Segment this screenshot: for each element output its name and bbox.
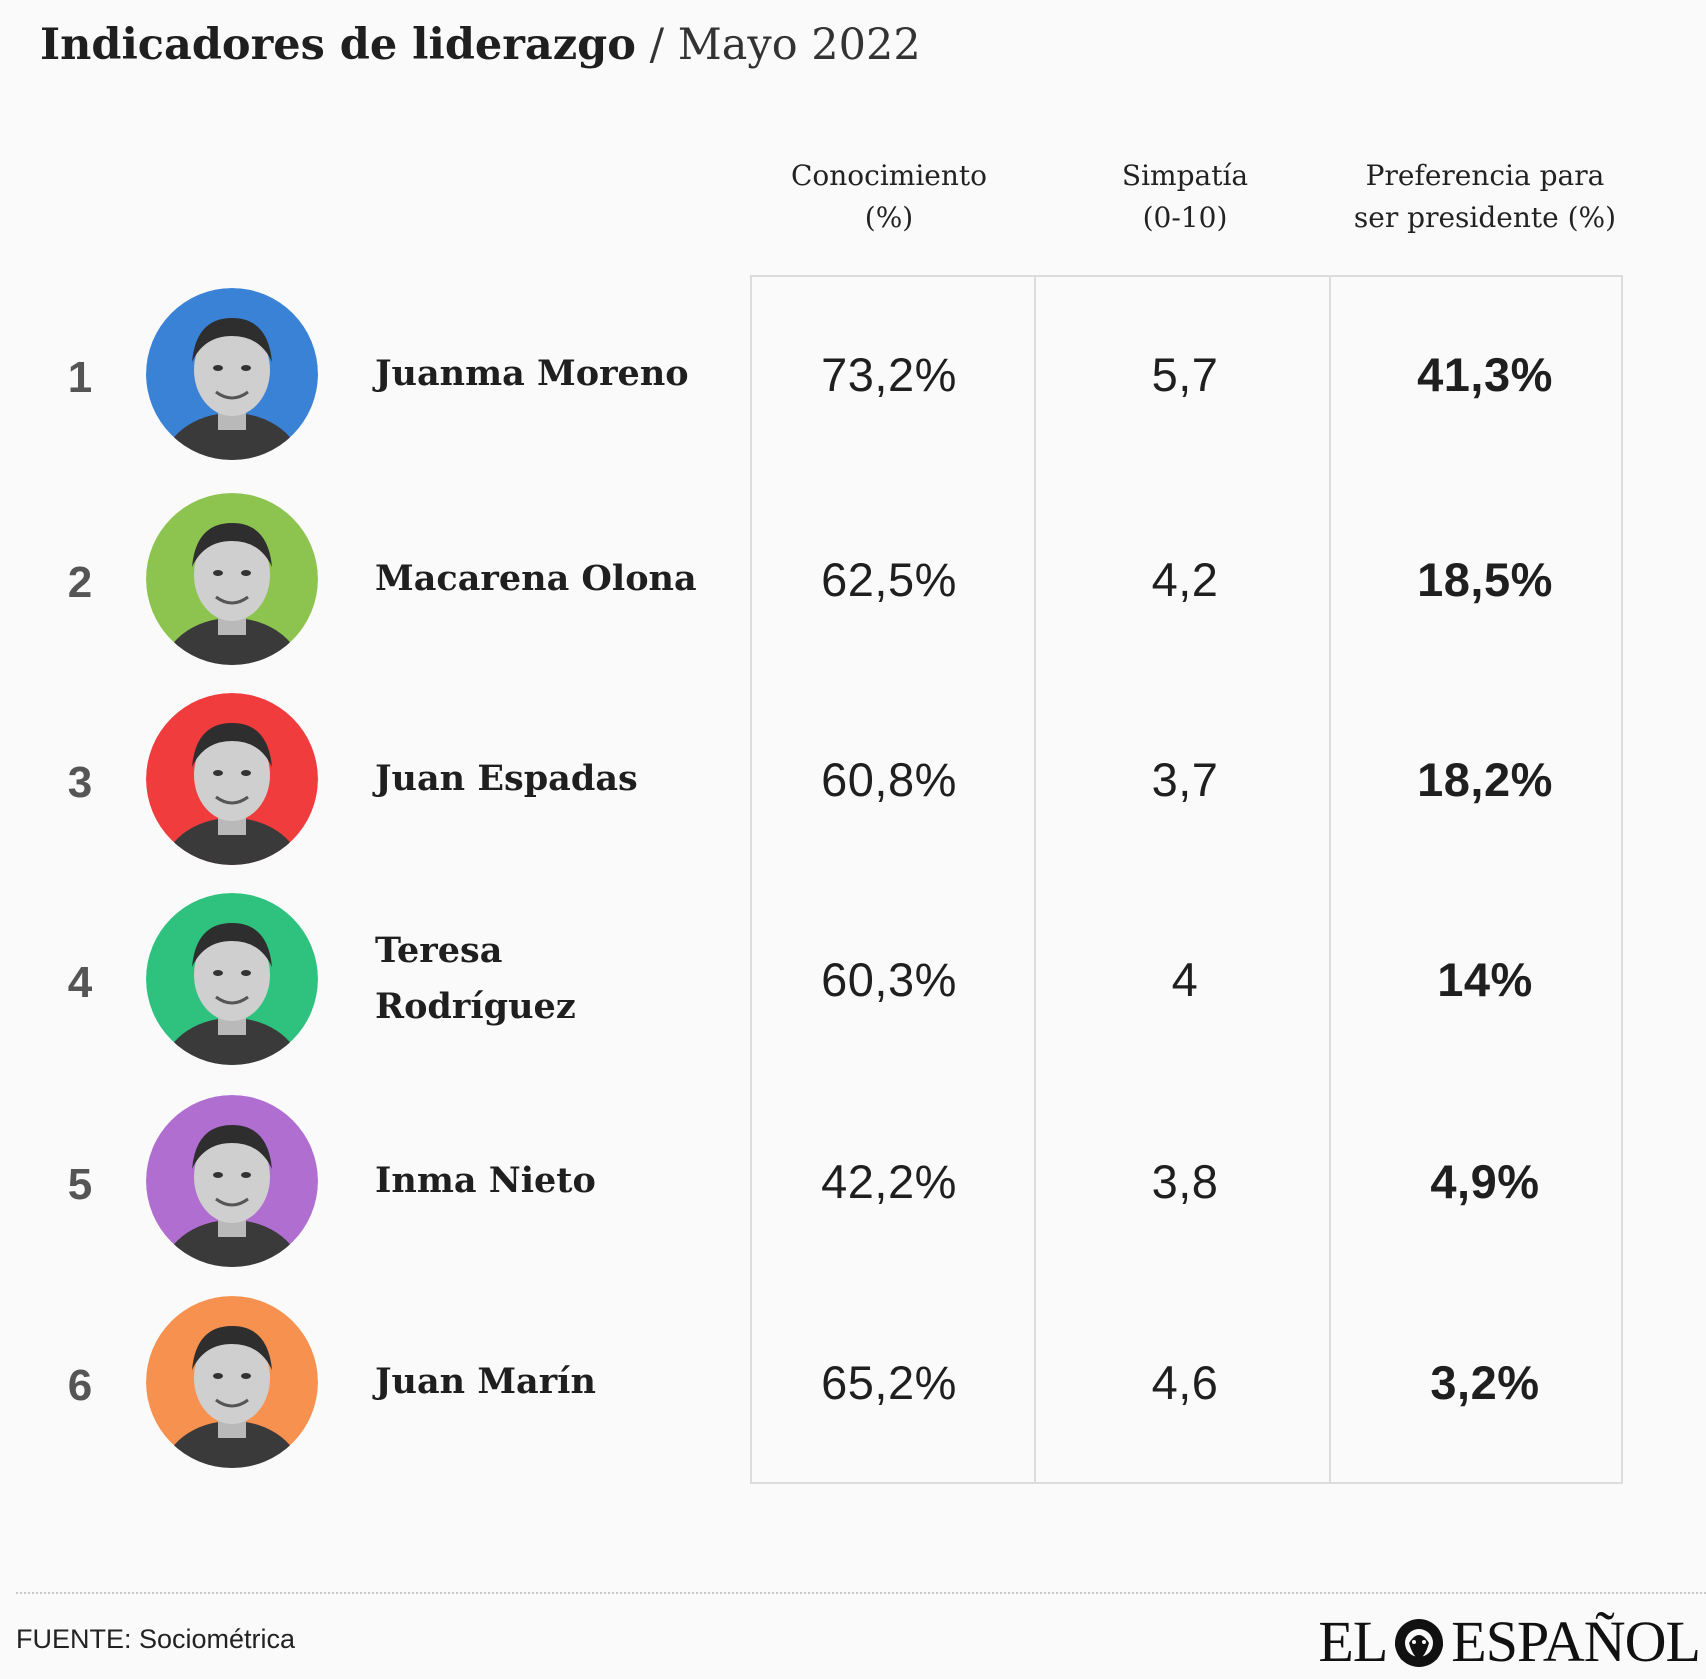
leader-name: Juan Espadas — [375, 758, 638, 799]
portrait-icon — [146, 693, 318, 865]
portrait-icon — [146, 1296, 318, 1468]
logo-text-espanol: ESPAÑOL — [1451, 1608, 1701, 1674]
preferencia-value: 18,5% — [1417, 552, 1553, 606]
data-table-frame — [750, 275, 1623, 1484]
title-separator: / — [635, 20, 678, 70]
simpatia-value: 5,7 — [1151, 347, 1219, 401]
rank-number: 5 — [67, 1160, 93, 1209]
conocimiento-value: 42,2% — [821, 1154, 957, 1208]
portrait-icon — [146, 1095, 318, 1267]
portrait-icon — [146, 288, 318, 460]
conocimiento-value: 60,3% — [821, 952, 957, 1006]
rank-number: 6 — [67, 1361, 93, 1410]
preferencia-value: 41,3% — [1417, 347, 1553, 401]
header-conocimiento-line2: (%) — [864, 201, 914, 234]
header-preferencia: Preferencia para ser presidente (%) — [1340, 155, 1630, 239]
leader-name: Macarena Olona — [375, 558, 697, 599]
header-preferencia-line2: ser presidente (%) — [1353, 201, 1617, 234]
simpatia-value: 3,7 — [1151, 752, 1219, 806]
simpatia-value: 4 — [1171, 952, 1199, 1006]
avatar — [146, 1095, 318, 1267]
lion-icon — [1391, 1613, 1447, 1669]
rank-number: 1 — [67, 353, 93, 402]
portrait-icon — [146, 893, 318, 1065]
leader-name: Teresa Rodríguez — [375, 930, 576, 1027]
avatar — [146, 493, 318, 665]
avatar — [146, 693, 318, 865]
conocimiento-value: 62,5% — [821, 552, 957, 606]
header-conocimiento: Conocimiento (%) — [744, 155, 1034, 239]
conocimiento-value: 73,2% — [821, 347, 957, 401]
header-simpatia-line2: (0-10) — [1142, 201, 1228, 234]
leader-row: 1 Juanma Moreno 73,2% 5,7 41,3% — [0, 288, 1706, 468]
simpatia-value: 4,6 — [1151, 1355, 1219, 1409]
simpatia-value: 4,2 — [1151, 552, 1219, 606]
rank-number: 2 — [67, 558, 93, 607]
conocimiento-value: 60,8% — [821, 752, 957, 806]
leader-row: 4 Teresa Rodríguez 60,3% 4 14% — [0, 893, 1706, 1073]
chart-title: Indicadores de liderazgo / Mayo 2022 — [40, 14, 921, 76]
title-main: Indicadores de liderazgo — [40, 20, 636, 70]
leader-row: 3 Juan Espadas 60,8% 3,7 18,2% — [0, 693, 1706, 873]
header-conocimiento-line1: Conocimiento — [790, 159, 988, 192]
avatar — [146, 1296, 318, 1468]
portrait-icon — [146, 493, 318, 665]
conocimiento-value: 65,2% — [821, 1355, 957, 1409]
leader-name: Inma Nieto — [375, 1160, 596, 1201]
header-preferencia-line1: Preferencia para — [1365, 159, 1605, 192]
preferencia-value: 14% — [1437, 952, 1533, 1006]
avatar — [146, 288, 318, 460]
leader-row: 6 Juan Marín 65,2% 4,6 3,2% — [0, 1296, 1706, 1476]
column-divider — [1329, 277, 1331, 1482]
leader-name: Juan Marín — [375, 1361, 596, 1402]
simpatia-value: 3,8 — [1151, 1154, 1219, 1208]
preferencia-value: 4,9% — [1430, 1154, 1540, 1208]
rank-number: 3 — [67, 758, 93, 807]
leader-name: Juanma Moreno — [375, 353, 689, 394]
title-date: Mayo 2022 — [677, 20, 921, 70]
avatar — [146, 893, 318, 1065]
header-simpatia: Simpatía (0-10) — [1040, 155, 1330, 239]
preferencia-value: 3,2% — [1430, 1355, 1540, 1409]
rank-number: 4 — [67, 958, 93, 1007]
footer-divider — [16, 1592, 1706, 1594]
el-espanol-logo: EL ESPAÑOL — [1318, 1606, 1701, 1676]
source-note: FUENTE: Sociométrica — [16, 1624, 296, 1654]
logo-text-el: EL — [1318, 1608, 1388, 1674]
leader-row: 5 Inma Nieto 42,2% 3,8 4,9% — [0, 1095, 1706, 1275]
leader-row: 2 Macarena Olona 62,5% 4,2 18,5% — [0, 493, 1706, 673]
header-simpatia-line1: Simpatía — [1121, 159, 1249, 192]
column-divider — [1034, 277, 1036, 1482]
preferencia-value: 18,2% — [1417, 752, 1553, 806]
